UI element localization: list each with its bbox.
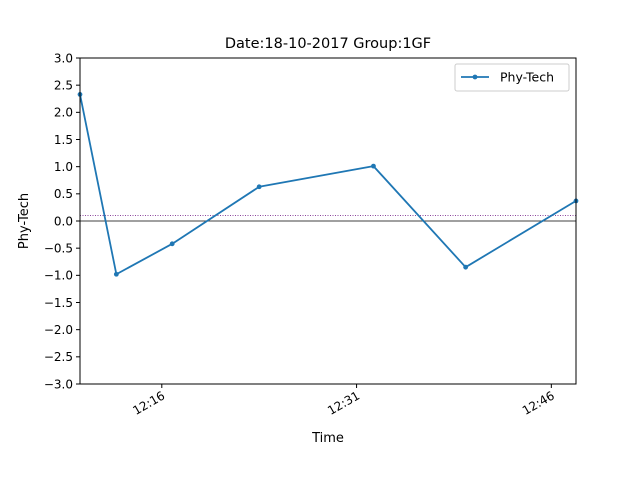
y-tick-label: 2.0 (54, 106, 73, 120)
y-tick-label: 2.5 (54, 78, 73, 92)
legend-box (454, 63, 570, 92)
y-tick-label: −2.0 (44, 323, 73, 337)
y-tick-label: 0.5 (54, 187, 73, 201)
x-axis-title: Time (311, 431, 344, 446)
legend: Phy-Tech (454, 63, 570, 92)
y-tick-label: 1.5 (54, 133, 73, 147)
y-tick-label: −1.5 (44, 296, 73, 310)
y-tick-label: 3.0 (54, 51, 73, 65)
series-layer (77, 92, 579, 277)
y-tick-label: −3.0 (44, 377, 73, 391)
y-tick-label: −1.0 (44, 269, 73, 283)
y-axis: 3.0 2.5 2.0 1.5 1.0 0.5 0.0 −0.5 −1.0 −1.5 −2.0 −2.… (44, 51, 80, 391)
legend-marker (472, 74, 478, 80)
data-point (463, 264, 469, 270)
data-point (371, 163, 376, 169)
y-tick-label: 1.0 (54, 160, 73, 174)
data-point (169, 241, 175, 247)
data-point (256, 184, 262, 190)
y-axis-title: Phy-Tech (17, 193, 32, 249)
y-tick-label: 0.0 (54, 214, 73, 228)
legend-label: Phy-Tech (500, 70, 554, 85)
y-tick-label: −2.5 (44, 350, 73, 364)
y-tick-label: −0.5 (44, 241, 73, 255)
data-point (113, 271, 119, 277)
chart-title: Date:18-10-2017 Group:1GF (225, 36, 431, 52)
reference-lines (80, 215, 576, 222)
